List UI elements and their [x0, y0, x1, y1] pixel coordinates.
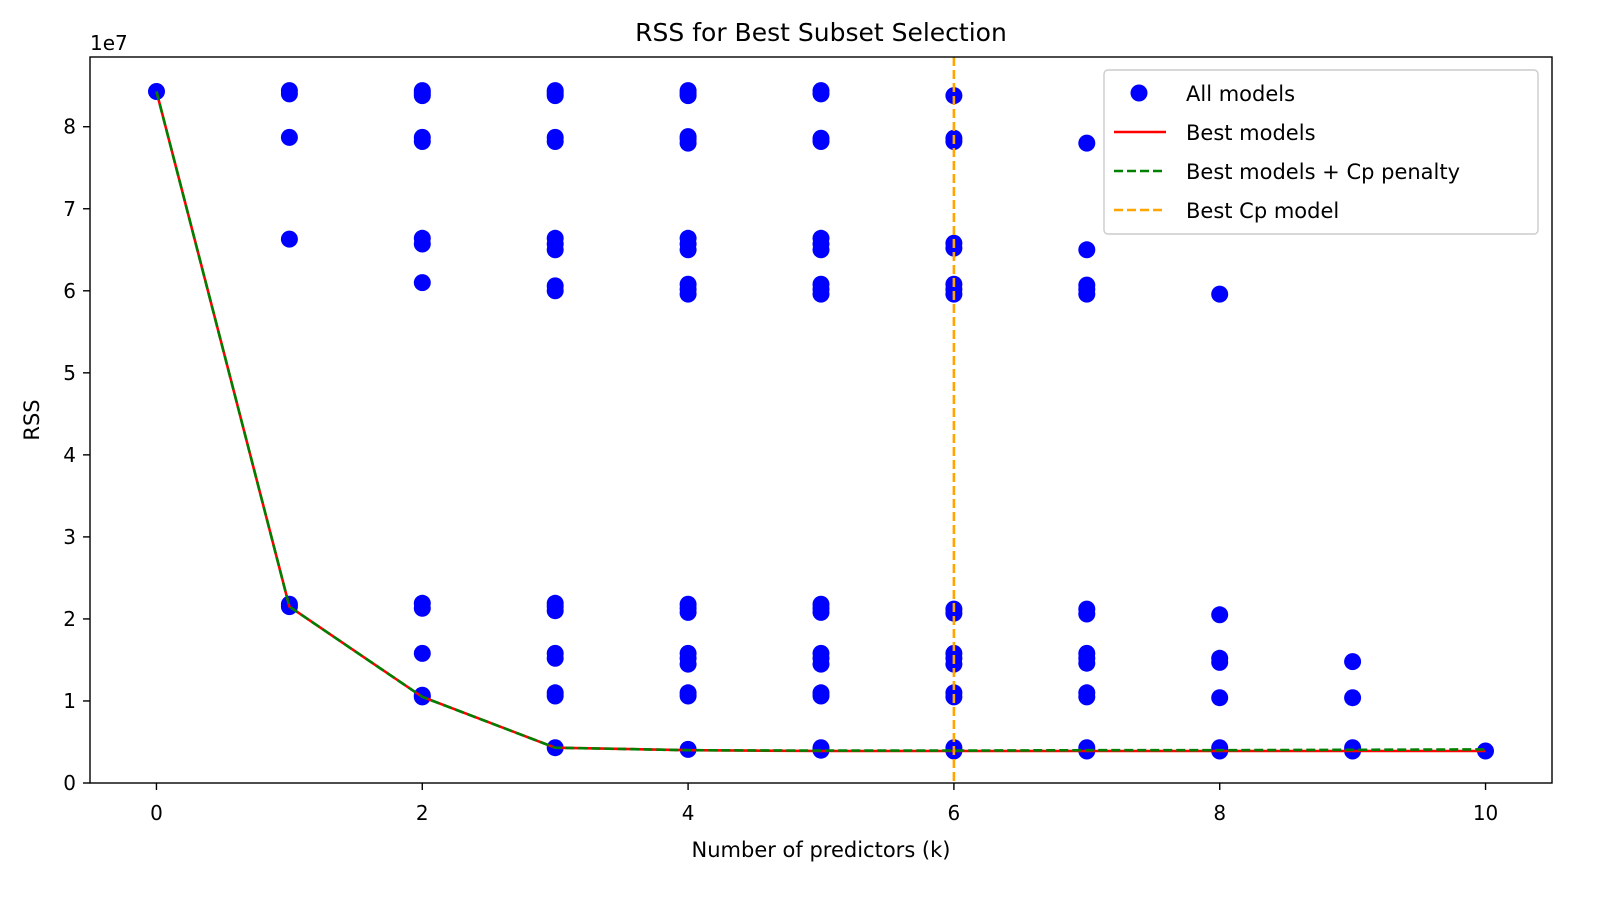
y-tick-label: 2: [63, 607, 76, 631]
scatter-point: [1078, 644, 1096, 662]
legend-box: [1103, 69, 1539, 235]
scatter-point: [679, 275, 697, 293]
scatter-point: [413, 644, 431, 662]
x-axis-label: Number of predictors (k): [692, 838, 951, 862]
x-tick-label: 4: [682, 801, 695, 825]
scatter-point: [945, 644, 963, 662]
best-cp-penalty-line: [155, 91, 1486, 752]
scatter-point: [280, 128, 298, 146]
scatter-point: [546, 644, 564, 662]
scatter-point: [1078, 276, 1096, 294]
y-tick-label: 4: [63, 443, 76, 467]
scatter-point: [1078, 684, 1096, 702]
scatter-point: [812, 684, 830, 702]
scatter-point: [1078, 134, 1096, 152]
scatter-point: [413, 594, 431, 612]
y-tick-label: 1: [63, 689, 76, 713]
scatter-point: [945, 684, 963, 702]
scatter-point: [1211, 649, 1229, 667]
scatter-point: [812, 275, 830, 293]
x-tick-label: 10: [1473, 801, 1498, 825]
scatter-point: [280, 230, 298, 248]
x-tick-label: 6: [948, 801, 961, 825]
legend-label: All models: [1186, 82, 1295, 106]
y-tick-label: 0: [63, 771, 76, 795]
scatter-point: [812, 644, 830, 662]
scatter-point: [1344, 689, 1362, 707]
legend-label: Best Cp model: [1186, 199, 1339, 223]
scatter-point: [546, 684, 564, 702]
scatter-point: [546, 229, 564, 247]
scatter-point: [1344, 739, 1362, 757]
scatter-point: [1211, 739, 1229, 757]
x-tick-label: 8: [1213, 801, 1226, 825]
scatter-point: [679, 82, 697, 100]
scatter-point: [812, 229, 830, 247]
scatter-point: [1078, 739, 1096, 757]
scatter-point: [812, 595, 830, 613]
chart-title: RSS for Best Subset Selection: [635, 18, 1007, 47]
legend-label: Best models: [1186, 121, 1316, 145]
scatter-point: [1078, 600, 1096, 618]
y-tick-label: 6: [63, 279, 76, 303]
scatter-point: [546, 594, 564, 612]
y-tick-label: 7: [63, 197, 76, 221]
y-offset-label: 1e7: [90, 31, 128, 55]
x-tick-label: 0: [150, 801, 163, 825]
scatter-point: [413, 274, 431, 292]
scatter-point: [413, 229, 431, 247]
scatter-point: [1078, 241, 1096, 259]
scatter-point: [413, 82, 431, 100]
legend: All models Best models Best models + Cp pe…: [1103, 69, 1539, 235]
scatter-point: [679, 128, 697, 146]
legend-label: Best models + Cp penalty: [1186, 160, 1460, 184]
scatter-point: [413, 128, 431, 146]
y-axis-label: RSS: [20, 399, 44, 440]
scatter-point: [546, 82, 564, 100]
scatter-point: [679, 644, 697, 662]
y-tick-label: 8: [63, 115, 76, 139]
scatter-point: [679, 684, 697, 702]
legend-marker: [1130, 84, 1148, 102]
scatter-point: [546, 128, 564, 146]
scatter-point: [1211, 285, 1229, 303]
ticks-layer: 0 2 4 6 8 10 0 1 2 3 4 5 6 7 8: [63, 115, 1498, 825]
plot-layer: [148, 57, 1494, 783]
scatter-point: [1211, 606, 1229, 624]
scatter-point: [812, 739, 830, 757]
scatter-point: [679, 229, 697, 247]
scatter-point: [812, 82, 830, 100]
scatter-point: [945, 87, 963, 105]
scatter-point: [679, 595, 697, 613]
scatter-point: [280, 82, 298, 100]
x-tick-label: 2: [416, 801, 429, 825]
y-tick-label: 3: [63, 525, 76, 549]
y-tick-label: 5: [63, 361, 76, 385]
scatter-point: [546, 277, 564, 295]
scatter-point: [1211, 689, 1229, 707]
scatter-point: [812, 129, 830, 147]
axes-frame: [89, 56, 1553, 784]
scatter-point: [1344, 653, 1362, 671]
